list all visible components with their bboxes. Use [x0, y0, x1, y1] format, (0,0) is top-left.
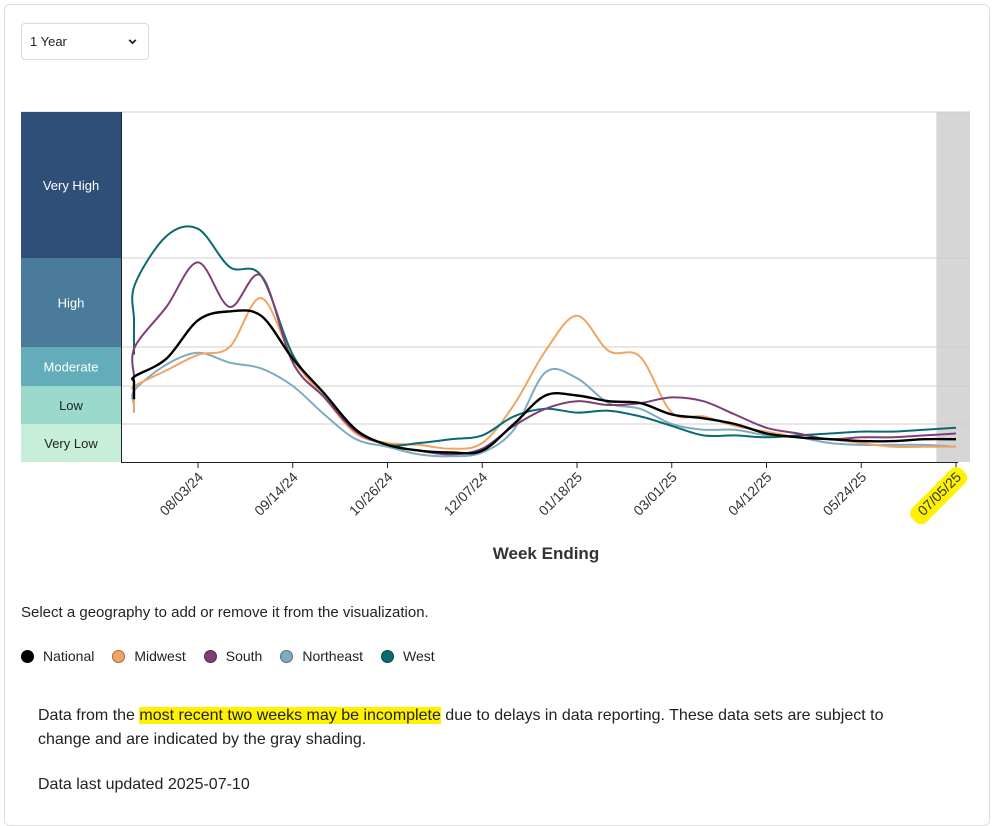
x-axis-title: Week Ending	[493, 544, 599, 563]
x-tick-label: 10/26/24	[346, 469, 396, 519]
x-tick-label: 07/05/25	[914, 469, 964, 519]
x-tick-label: 05/24/25	[820, 469, 870, 519]
level-label: Low	[59, 398, 83, 413]
x-tick-label: 09/14/24	[251, 469, 301, 519]
legend-label: South	[225, 648, 263, 664]
series-line-national	[131, 309, 957, 455]
legend-item-south[interactable]: South	[203, 648, 263, 664]
series-line-northeast	[131, 351, 957, 458]
level-band-moderate	[21, 347, 121, 386]
last-tick-highlight	[910, 467, 968, 525]
level-label: Very High	[43, 178, 99, 193]
series-line-west	[131, 225, 957, 447]
note-text-end: due to delays in data reporting. These d…	[38, 707, 884, 748]
chevron-down-icon	[128, 39, 137, 45]
level-label: Moderate	[44, 360, 99, 375]
legend-dot	[280, 649, 294, 663]
legend-label: Northeast	[302, 648, 364, 664]
legend-item-midwest[interactable]: Midwest	[112, 648, 186, 664]
x-tick-label: 12/07/24	[441, 469, 491, 519]
x-tick-label: 03/01/25	[630, 469, 680, 519]
legend-label: Midwest	[134, 648, 186, 664]
legend-item-northeast[interactable]: Northeast	[280, 648, 363, 664]
x-tick-label: 04/12/25	[725, 469, 775, 519]
series-line-south	[131, 261, 957, 456]
x-tick-label: 01/18/25	[535, 469, 585, 519]
legend-item-west[interactable]: West	[381, 648, 435, 664]
legend-dot	[203, 649, 217, 663]
level-band-very-low	[21, 424, 121, 462]
x-tick-label: 08/03/24	[156, 469, 206, 519]
time-range-value: 1 Year	[30, 34, 67, 49]
legend-item-national[interactable]: National	[21, 648, 94, 664]
note-highlight: most recent two weeks may be incomplete	[139, 707, 441, 724]
legend-dot	[21, 649, 34, 663]
last-updated-text: Data last updated 2025-07-10	[38, 776, 250, 793]
data-completeness-note: Data from the most recent two weeks may …	[38, 704, 938, 752]
respiratory-level-chart: Very Low Low Moderate High Very High 08/03/24…	[21, 111, 970, 563]
time-range-select[interactable]: 1 Year	[21, 23, 149, 60]
legend-dot	[112, 649, 126, 663]
level-band-low	[21, 386, 121, 424]
geography-legend: National Midwest South Northeast West	[21, 648, 453, 664]
dashboard-card	[4, 4, 990, 826]
level-label: Very Low	[44, 436, 98, 451]
legend-label: West	[403, 648, 435, 664]
legend-dot	[381, 649, 395, 663]
geography-instruction: Select a geography to add or remove it f…	[21, 604, 429, 621]
level-band-high	[21, 258, 121, 347]
level-band-very-high	[21, 112, 121, 258]
level-label: High	[58, 296, 85, 311]
legend-label: National	[43, 648, 95, 664]
incomplete-data-shading	[936, 112, 970, 462]
note-text-start: Data from the	[38, 707, 140, 724]
